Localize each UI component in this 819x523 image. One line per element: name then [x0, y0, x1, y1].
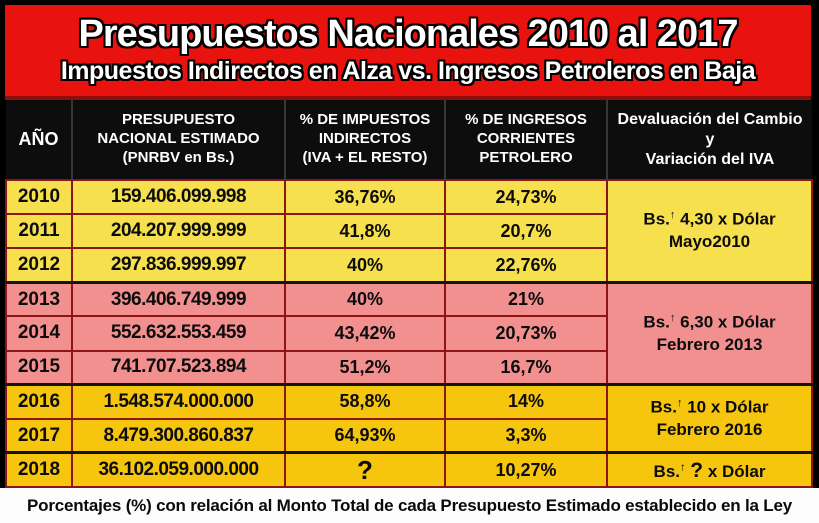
up-arrow-icon: ↑: [676, 397, 683, 410]
devaluation-cell-2010-2012: Bs.↑ 4,30 x Dólar Mayo2010: [606, 178, 813, 284]
devaluation-cell-2013-2015: Bs.↑ 6,30 x Dólar Febrero 2013: [606, 280, 813, 386]
devaluation-cell-2016-2017: Bs.↑ 10 x Dólar Febrero 2016: [606, 383, 813, 454]
table-row-2018: 2018 36.102.059.000.000 ? 10,27% Bs.↑ ? …: [5, 451, 813, 489]
up-arrow-icon: ↑: [669, 209, 676, 222]
oil-income-cell: 16,7%: [444, 349, 608, 386]
oil-income-cell: 20,7%: [444, 213, 608, 250]
indirect-tax-cell: 43,42%: [284, 315, 446, 352]
col-header-ingresos: % DE INGRESOS CORRIENTES PETROLERO: [444, 100, 607, 180]
col-header-devaluacion: Devaluación del Cambio y Variación del I…: [606, 100, 812, 180]
page-title: Presupuestos Nacionales 2010 al 2017: [78, 13, 739, 56]
year-cell: 2013: [5, 280, 73, 318]
header-row: AÑO PRESUPUESTO NACIONAL ESTIMADO (PNRBV…: [6, 100, 812, 180]
table-row-2013: 2013 396.406.749.999 40% 21% Bs.↑ 6,30 x…: [5, 280, 813, 386]
year-cell: 2017: [5, 417, 73, 454]
footnote-text: Porcentajes (%) con relación al Monto To…: [27, 495, 792, 515]
budget-table-wrap: AÑO PRESUPUESTO NACIONAL ESTIMADO (PNRBV…: [5, 100, 813, 489]
exchange-date-line: Febrero 2013: [656, 334, 763, 354]
indirect-tax-cell: 41,8%: [284, 213, 446, 250]
table-row-2012: 2012 297.836.999.997 40% 22,76%: [5, 247, 812, 284]
budget-cell: 36.102.059.000.000: [71, 451, 286, 489]
oil-income-cell: 10,27%: [444, 451, 608, 489]
title-banner: Presupuestos Nacionales 2010 al 2017 Imp…: [5, 5, 811, 100]
year-cell: 2016: [5, 383, 73, 420]
unknown-rate-question-mark: ?: [690, 458, 704, 482]
page-subtitle: Impuestos Indirectos en Alza vs. Ingreso…: [60, 56, 756, 85]
year-cell: 2012: [5, 247, 73, 284]
indirect-tax-cell: 36,76%: [284, 178, 446, 216]
col-header-presupuesto: PRESUPUESTO NACIONAL ESTIMADO (PNRBV en …: [71, 100, 285, 180]
year-cell: 2010: [5, 178, 73, 216]
budget-cell: 159.406.099.998: [71, 178, 286, 216]
exchange-rate-line: Bs.↑ 4,30 x Dólar: [643, 209, 776, 230]
indirect-tax-cell: 64,93%: [284, 417, 446, 454]
table-row-2010: 2010 159.406.099.998 36,76% 24,73% Bs.↑ …: [5, 178, 813, 284]
indirect-tax-cell: 40%: [284, 280, 446, 318]
year-cell: 2015: [5, 349, 73, 386]
table-row-2014: 2014 552.632.553.459 43,42% 20,73%: [5, 315, 812, 352]
year-cell: 2014: [5, 315, 73, 352]
oil-income-cell: 20,73%: [444, 315, 608, 352]
devaluation-cell-2018: Bs.↑ ? x Dólar: [606, 451, 813, 489]
oil-income-cell: 24,73%: [444, 178, 608, 216]
exchange-date-line: Mayo2010: [668, 232, 751, 252]
exchange-date-line: Febrero 2016: [656, 420, 763, 440]
col-header-ano: AÑO: [6, 100, 72, 180]
oil-income-cell: 14%: [444, 383, 608, 420]
up-arrow-icon: ↑: [680, 460, 686, 473]
year-cell: 2018: [5, 451, 73, 489]
oil-income-cell: 22,76%: [444, 247, 608, 284]
exchange-rate-line: Bs.↑ 10 x Dólar: [650, 397, 769, 417]
budget-cell: 297.836.999.997: [71, 247, 286, 284]
table-row-2017: 2017 8.479.300.860.837 64,93% 3,3%: [5, 417, 812, 454]
budget-cell: 8.479.300.860.837: [71, 417, 286, 454]
footer-strip: Porcentajes (%) con relación al Monto To…: [0, 488, 819, 523]
budget-cell: 396.406.749.999: [71, 280, 286, 318]
oil-income-cell: 21%: [444, 280, 608, 318]
table-row-2016: 2016 1.548.574.000.000 58,8% 14% Bs.↑ 10…: [5, 383, 813, 454]
table-row-2015: 2015 741.707.523.894 51,2% 16,7%: [5, 349, 812, 386]
budget-cell: 1.548.574.000.000: [71, 383, 286, 420]
table-row-2011: 2011 204.207.999.999 41,8% 20,7%: [5, 213, 812, 250]
exchange-rate-line: Bs.↑ 6,30 x Dólar: [643, 312, 776, 332]
budget-table: AÑO PRESUPUESTO NACIONAL ESTIMADO (PNRBV…: [5, 100, 813, 489]
year-cell: 2011: [5, 213, 73, 250]
budget-cell: 552.632.553.459: [71, 315, 286, 352]
indirect-tax-cell: 58,8%: [284, 383, 446, 420]
indirect-tax-cell: 51,2%: [284, 349, 446, 386]
oil-income-cell: 3,3%: [444, 417, 608, 454]
indirect-tax-cell: ?: [284, 451, 446, 489]
budget-cell: 741.707.523.894: [71, 349, 286, 386]
indirect-tax-cell: 40%: [284, 247, 446, 284]
col-header-impuestos: % DE IMPUESTOS INDIRECTOS (IVA + EL REST…: [284, 100, 445, 180]
up-arrow-icon: ↑: [669, 312, 676, 325]
budget-cell: 204.207.999.999: [71, 213, 286, 250]
exchange-rate-line: Bs.↑ ? x Dólar: [653, 458, 766, 482]
